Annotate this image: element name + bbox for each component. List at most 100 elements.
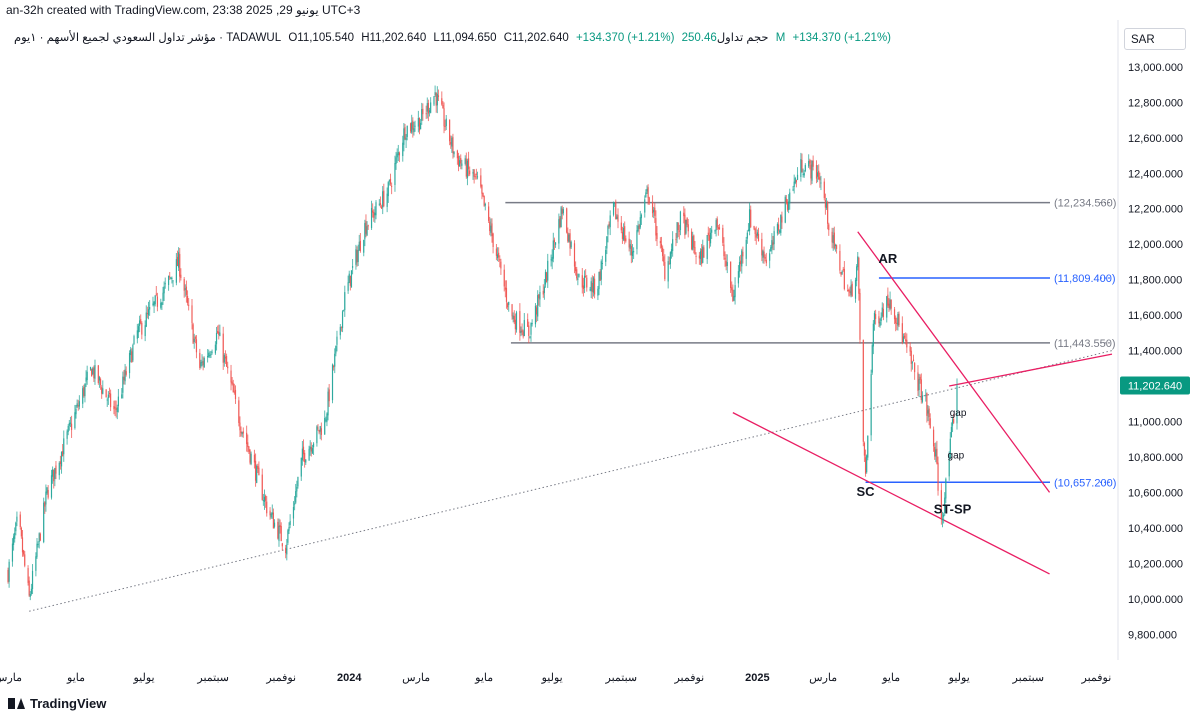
candle-body [893, 309, 896, 320]
candle-body [420, 122, 422, 130]
x-tick-label: يوليو [132, 672, 154, 684]
chart-header: an-32h created with TradingView.com, 23:… [6, 3, 361, 17]
level-label: (12,234.560) [1054, 198, 1116, 210]
candle-body [771, 240, 773, 249]
candle-body [912, 359, 915, 362]
candle-body [750, 209, 752, 228]
candle-body [932, 429, 935, 447]
candle-body [895, 317, 897, 324]
candle-body [247, 442, 249, 448]
candle-body [391, 185, 393, 187]
annotation-label: ST-SP [934, 502, 972, 517]
candle-body [661, 247, 664, 257]
candle-body [155, 293, 157, 295]
candle-body [15, 522, 17, 532]
candle-body [483, 195, 485, 206]
candle-body [528, 325, 530, 336]
candle-body [128, 352, 131, 374]
candle-body [901, 323, 903, 343]
candle-body [871, 345, 873, 373]
candle-body [210, 354, 212, 356]
candle-body [795, 180, 798, 183]
candle-body [849, 291, 851, 293]
candle-body [317, 427, 319, 429]
candle-body [500, 261, 502, 269]
candle-body [925, 394, 927, 397]
candle-body [355, 249, 357, 265]
candle-body [131, 351, 133, 363]
candle-body [50, 475, 53, 498]
candle-body [722, 227, 724, 243]
candle-body [395, 157, 397, 164]
candle-body [412, 120, 414, 130]
level-label: (11,809.400) [1054, 273, 1116, 285]
candle-body [659, 240, 661, 244]
y-tick-label: 10,000.000 [1128, 594, 1183, 606]
candle-body [687, 224, 689, 232]
candle-body [427, 102, 430, 114]
candle-body [732, 289, 734, 302]
candle-body [535, 307, 538, 315]
candle-body [534, 305, 537, 325]
candle-body [327, 391, 329, 416]
open-value: O11,105.540 [288, 32, 354, 44]
candle-body [578, 273, 580, 277]
candle-body [449, 119, 451, 142]
candle-body [179, 254, 181, 277]
candle-body [576, 269, 578, 279]
candle-body [169, 276, 171, 278]
candle-body [640, 214, 643, 219]
candle-body [378, 203, 380, 205]
candle-body [286, 544, 288, 555]
candle-body [347, 282, 349, 291]
candle-body [248, 446, 250, 452]
candle-body [278, 525, 280, 542]
candle-body [69, 422, 72, 424]
candle-body [43, 502, 45, 543]
candle-body [648, 197, 650, 204]
candle-body [718, 227, 721, 230]
candle-body [741, 250, 743, 267]
candle-body [859, 293, 861, 340]
candle-body [803, 173, 805, 176]
candle-body [23, 550, 25, 555]
candle-body [786, 202, 789, 210]
candle-body [779, 230, 781, 233]
candle-body [434, 92, 436, 96]
y-tick-label: 10,400.000 [1128, 523, 1183, 535]
y-tick-label: 11,400.000 [1128, 346, 1182, 358]
candle-body [339, 326, 341, 336]
candle-body [223, 355, 225, 363]
candle-body [474, 176, 476, 178]
candle-body [765, 259, 767, 264]
candle-body [733, 295, 735, 301]
candle-body [265, 495, 267, 501]
candle-body [340, 326, 343, 328]
candle-body [706, 234, 708, 260]
candle-body [864, 457, 867, 474]
candle-body [60, 452, 63, 467]
candle-body [465, 158, 467, 177]
candle-body [566, 208, 568, 233]
candle-body [731, 287, 733, 291]
candle-body [16, 516, 18, 522]
currency-button[interactable]: SAR [1124, 28, 1186, 50]
candle-body [450, 141, 452, 145]
x-axis[interactable]: مارس مايو يوليو سبتمبر نوفمبر 2024 مارس مايو يول… [0, 672, 1111, 684]
symbol-title[interactable]: مؤشر تداول السعودي لجميع الأسهم · ١يوم ·… [14, 32, 282, 44]
candle-body [125, 371, 127, 375]
candle-body [227, 366, 229, 369]
candle-body [217, 331, 219, 333]
candle-body [936, 448, 938, 464]
candle-body [777, 224, 780, 231]
candle-body [811, 160, 813, 181]
candle-body [823, 181, 825, 199]
candle-body [889, 299, 891, 309]
candle-body [193, 338, 195, 342]
y-axis[interactable]: 9,800.000 10,000.000 10,200.000 10,400.000 1… [1117, 20, 1190, 660]
candle-body [108, 392, 111, 394]
candle-body [617, 214, 619, 222]
candle-body [757, 233, 760, 241]
candle-body [417, 117, 419, 127]
